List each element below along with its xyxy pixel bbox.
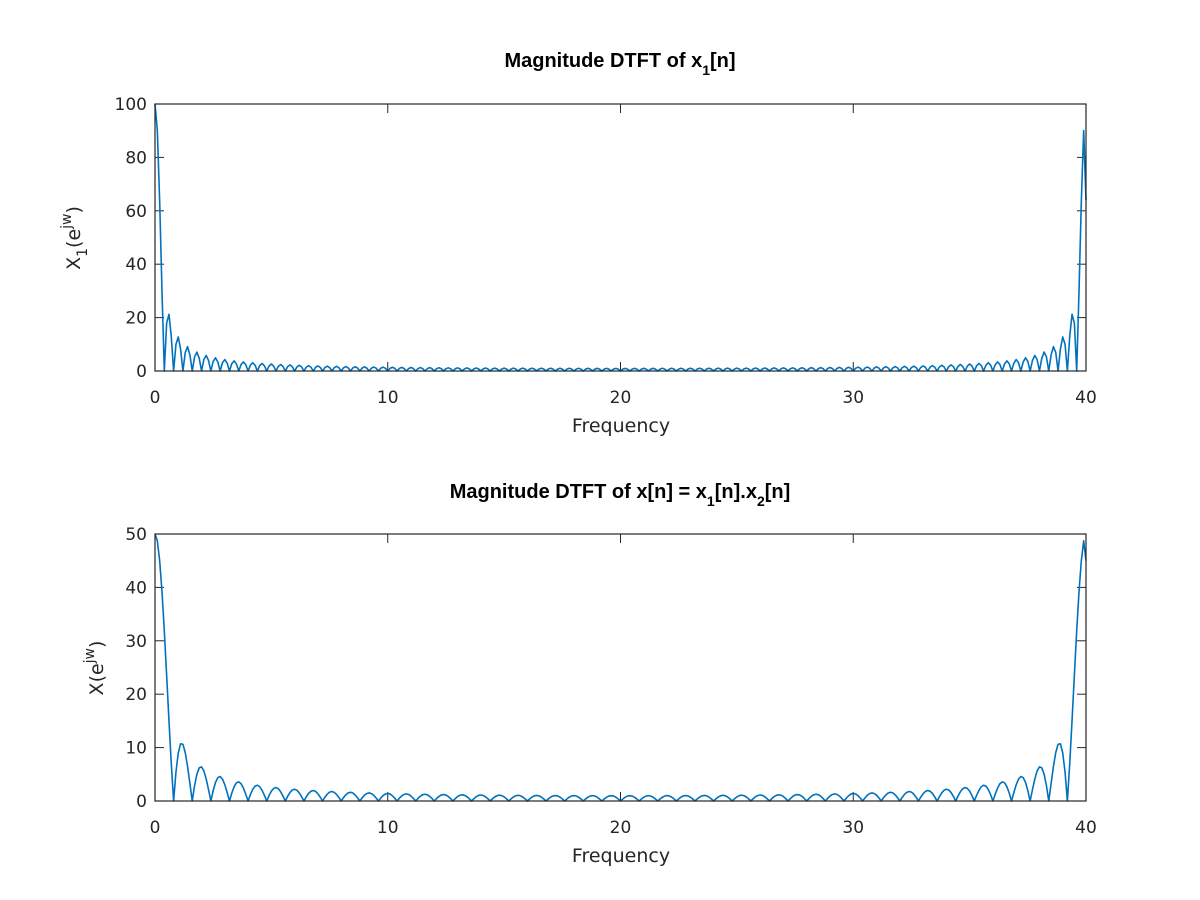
x-tick-label: 30 <box>842 818 864 838</box>
subplot-2-series-line <box>154 533 1087 802</box>
x-tick-label: 20 <box>610 818 632 838</box>
y-tick-label: 60 <box>125 202 147 222</box>
y-tick-label: 80 <box>125 148 147 168</box>
y-tick-label: 30 <box>125 632 147 652</box>
subplot-x-dtft: Magnitude DTFT of x[n] = x1[n].x2[n] Fre… <box>82 481 1097 867</box>
subplot-2-xlabel: Frequency <box>572 845 670 867</box>
y-tick-label: 0 <box>136 792 147 812</box>
x-tick-label: 40 <box>1075 388 1097 408</box>
subplot-1-yticks: 0 20 40 60 80 100 <box>115 95 1086 382</box>
x-tick-label: 10 <box>377 818 399 838</box>
subplot-2-axes-box <box>154 533 1087 802</box>
subplot-1-axes-box <box>154 103 1087 372</box>
y-tick-label: 20 <box>125 685 147 705</box>
y-tick-label: 50 <box>125 525 147 545</box>
subplot-1-xticks: 0 10 20 30 40 <box>150 104 1097 408</box>
y-tick-label: 0 <box>136 362 147 382</box>
subplot-1-ylabel: X1(ejw) <box>59 206 91 270</box>
y-tick-label: 20 <box>125 309 147 329</box>
x-tick-label: 0 <box>150 818 161 838</box>
y-tick-label: 40 <box>125 578 147 598</box>
subplot-2-ylabel: X(ejw) <box>82 641 108 696</box>
y-tick-label: 100 <box>115 95 147 115</box>
x-tick-label: 30 <box>842 388 864 408</box>
x-tick-label: 40 <box>1075 818 1097 838</box>
y-tick-label: 40 <box>125 255 147 275</box>
subplot-x1-dtft: Magnitude DTFT of x1[n] Frequency X1(ejw… <box>59 50 1097 437</box>
subplot-1-title: Magnitude DTFT of x1[n] <box>504 50 735 78</box>
subplot-1-series-line <box>154 103 1087 372</box>
subplot-1-xlabel: Frequency <box>572 415 670 437</box>
x-tick-label: 10 <box>377 388 399 408</box>
x-tick-label: 0 <box>150 388 161 408</box>
x-tick-label: 20 <box>610 388 632 408</box>
subplot-2-xticks: 0 10 20 30 40 <box>150 534 1097 838</box>
y-tick-label: 10 <box>125 739 147 759</box>
subplot-2-yticks: 0 10 20 30 40 50 <box>125 525 1086 812</box>
subplot-2-title: Magnitude DTFT of x[n] = x1[n].x2[n] <box>450 481 791 509</box>
